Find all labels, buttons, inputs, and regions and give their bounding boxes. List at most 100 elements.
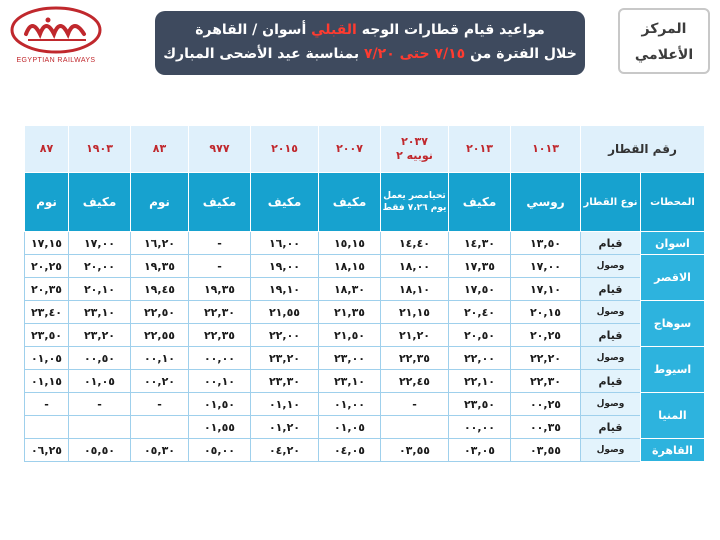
banner-line1-part2: أسوان / القاهرة (195, 22, 307, 38)
train-number-cell: ٢٠٣٧ نوبيه ٢ (380, 125, 449, 173)
time-cell: ١٩,٣٥ (130, 254, 189, 278)
time-cell: ٠٣,٥٥ (380, 438, 449, 462)
time-cell: ٠٥,٥٠ (68, 438, 131, 462)
train-type-row: المحطات نوع القطار روسي مكيف تحيامصر يعمل يو… (24, 172, 705, 232)
time-cell: ٢٢,٣٥ (380, 346, 449, 370)
time-cell: - (188, 231, 251, 255)
time-cell: ٢٠,٤٠ (448, 300, 511, 324)
time-cell: ٢٠,١٠ (68, 277, 131, 301)
time-cell: ٢١,٥٠ (318, 323, 381, 347)
train-number-cell: ١٩٠٣ (68, 125, 131, 173)
time-cell: ١٨,١٥ (318, 254, 381, 278)
train-number: ٢٠٣٧ (401, 135, 428, 148)
station-name-cell: اسوان (640, 231, 705, 255)
time-cell: ١٦,٢٠ (130, 231, 189, 255)
banner-line1-part1: مواعيد قيام قطارات الوجه (361, 22, 545, 38)
time-cell: ١٧,٠٠ (510, 254, 581, 278)
station-name-cell: سوهاج (640, 300, 705, 347)
timetable-row: المنيا وصول ٠٠,٢٥ ٢٣,٥٠-٠١,٠٠ ٠١,١٠ ٠١,٥٠- - - (24, 392, 705, 439)
time-cell: ٢٢,٥٥ (130, 323, 189, 347)
time-cell: ٠٠,٢٠ (130, 369, 189, 393)
time-cell: ١٨,٣٠ (318, 277, 381, 301)
time-cell (68, 415, 131, 439)
event-type-cell: قيام (580, 277, 641, 301)
time-cell: - (380, 392, 449, 416)
train-number: ٢٠١٥ (271, 142, 298, 155)
time-cell: ٠٤,٠٥ (318, 438, 381, 462)
time-cell: ٢٢,٠٠ (250, 323, 319, 347)
train-number: ٨٧ (39, 142, 54, 155)
time-cell: ١٧,٠٠ (68, 231, 131, 255)
train-type-cell: مكيف (250, 172, 319, 232)
train-number: ١٩٠٣ (86, 142, 113, 155)
time-cell: ١٨,٠٠ (380, 254, 449, 278)
time-cell: ٠١,١٥ (24, 369, 69, 393)
time-cell: ٠١,١٠ (250, 392, 319, 416)
time-cell (130, 415, 189, 439)
time-cell: ٢٠,٢٥ (24, 254, 69, 278)
event-type-cell: قيام (580, 369, 641, 393)
time-cell: ٠١,٠٠ (318, 392, 381, 416)
timetable-row: قيام ١٧,١٠ ١٧,٥٠ ١٨,١٠ ١٨,٣٠ ١٩,١٠ ١٩,٣٥ ١٩,٤٥ ٢… (24, 277, 705, 301)
time-cell: ١٩,٣٥ (188, 277, 251, 301)
train-type-cell: نوم (130, 172, 189, 232)
stations-header: المحطات (640, 172, 705, 232)
egyptian-railways-logo: EGYPTIAN RAILWAYS (4, 4, 108, 68)
time-cell: ٢٠,١٥ (510, 300, 581, 324)
time-cell: - (130, 392, 189, 416)
time-cell: ٠٠,٠٠ (448, 415, 511, 439)
timetable-row: اسيوط وصول ٢٢,٢٠ ٢٢,٠٠ ٢٢,٣٥ ٢٣,٠٠ ٢٣,٢٠ ٠٠,٠٠ ٠… (24, 346, 705, 393)
timetable: رقم القطار ١٠١٣ ٢٠١٣ ٢٠٣٧ نوبيه ٢ ٢٠٠٧ ٢٠١٥ ٩٧٧… (24, 125, 705, 535)
train-number: ٨٣ (152, 142, 167, 155)
time-cell: ٢٣,١٠ (318, 369, 381, 393)
time-cell: ٠٠,٠٠ (188, 346, 251, 370)
time-cell: ٠٣,٠٥ (448, 438, 511, 462)
event-type-cell: وصول (580, 392, 641, 416)
time-cell: ١٧,٣٥ (448, 254, 511, 278)
time-cell (24, 415, 69, 439)
event-type-cell: وصول (580, 300, 641, 324)
media-center-line2: الأعلامي (634, 47, 694, 63)
train-number-cell: ٢٠١٣ (448, 125, 511, 173)
time-cell: ٢١,١٥ (380, 300, 449, 324)
timetable-row: قيام ٢٢,٣٠ ٢٢,١٠ ٢٢,٤٥ ٢٣,١٠ ٢٣,٣٠ ٠٠,١٠ ٠٠,٢٠ ٠… (24, 369, 705, 393)
time-cell: ٢٢,٢٠ (510, 346, 581, 370)
train-number-cell: ٢٠١٥ (250, 125, 319, 173)
train-number-row: رقم القطار ١٠١٣ ٢٠١٣ ٢٠٣٧ نوبيه ٢ ٢٠٠٧ ٢٠١٥ ٩٧٧… (24, 125, 705, 173)
station-name-cell: اسيوط (640, 346, 705, 393)
train-type-cell: روسي (510, 172, 581, 232)
time-cell: ٢٣,٢٠ (68, 323, 131, 347)
time-cell: ٢٢,٣٠ (510, 369, 581, 393)
time-cell: ٠٥,٣٠ (130, 438, 189, 462)
time-cell: ٠٠,٣٥ (510, 415, 581, 439)
train-type-header: نوع القطار (580, 172, 641, 232)
time-cell: ٢٣,٤٠ (24, 300, 69, 324)
train-number: ٢٠٠٧ (336, 142, 363, 155)
time-cell: ٢١,٥٥ (250, 300, 319, 324)
time-cell: ٢٠,٠٠ (68, 254, 131, 278)
train-type-cell: نوم (24, 172, 69, 232)
time-cell: ٢٢,٤٥ (380, 369, 449, 393)
time-cell: ٢٣,٥٠ (24, 323, 69, 347)
time-cell: ٢٢,١٠ (448, 369, 511, 393)
time-cell: ٠١,٠٥ (318, 415, 381, 439)
train-number-cell: ٨٣ (130, 125, 189, 173)
banner-line-1: مواعيد قيام قطارات الوجه القبلي أسوان / … (155, 18, 585, 42)
time-cell: ٠١,٠٥ (24, 346, 69, 370)
time-cell: ٢٢,٣٠ (188, 300, 251, 324)
event-type-cell: وصول (580, 254, 641, 278)
time-cell: ١٤,٤٠ (380, 231, 449, 255)
event-type-cell: قيام (580, 231, 641, 255)
time-cell: ١٦,٠٠ (250, 231, 319, 255)
banner-line2-part2: بمناسبة عيد الأضحى المبارك (163, 46, 360, 62)
time-cell: ٢٣,٢٠ (250, 346, 319, 370)
timetable-row: الاقصر وصول ١٧,٠٠ ١٧,٣٥ ١٨,٠٠ ١٨,١٥ ١٩,٠٠-١٩,٣… (24, 254, 705, 301)
event-type-cell: قيام (580, 415, 641, 439)
timetable-row: سوهاج وصول ٢٠,١٥ ٢٠,٤٠ ٢١,١٥ ٢١,٣٥ ٢١,٥٥ ٢٢,٣٠ ٢… (24, 300, 705, 347)
time-cell: ٢٣,٠٠ (318, 346, 381, 370)
timetable-grid: رقم القطار ١٠١٣ ٢٠١٣ ٢٠٣٧ نوبيه ٢ ٢٠٠٧ ٢٠١٥ ٩٧٧… (24, 125, 705, 462)
time-cell: ٢١,٣٥ (318, 300, 381, 324)
train-type-cell: مكيف (448, 172, 511, 232)
banner-line2-part1: خلال الفترة من (470, 46, 577, 62)
banner-line2-highlight: ٧/١٥ حتى ٧/٢٠ (363, 46, 466, 62)
